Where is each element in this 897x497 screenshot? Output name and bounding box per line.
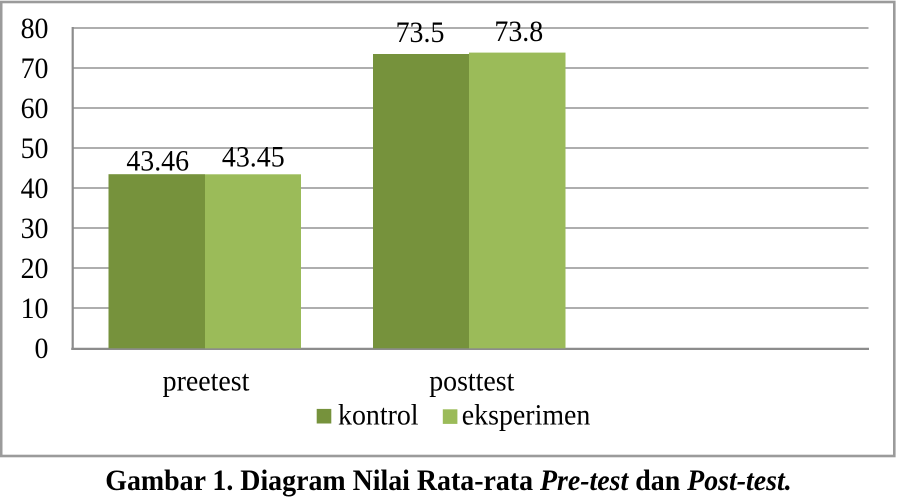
svg-text:Gambar 1. Diagram Nilai Rata-r: Gambar 1. Diagram Nilai Rata-rata Pre-te… (105, 464, 791, 497)
svg-text:kontrol: kontrol (338, 399, 419, 432)
svg-text:80: 80 (21, 12, 49, 45)
svg-text:posttest: posttest (429, 365, 514, 398)
svg-text:70: 70 (21, 52, 49, 85)
svg-text:43.46: 43.46 (126, 145, 189, 178)
svg-text:eksperimen: eksperimen (462, 399, 591, 432)
svg-text:40: 40 (21, 172, 49, 205)
svg-text:30: 30 (21, 212, 49, 245)
svg-text:73.5: 73.5 (396, 16, 445, 49)
svg-text:60: 60 (21, 92, 49, 125)
svg-text:73.8: 73.8 (494, 15, 543, 48)
svg-text:10: 10 (21, 292, 49, 325)
svg-text:50: 50 (21, 132, 49, 165)
svg-text:0: 0 (35, 332, 49, 365)
svg-text:20: 20 (21, 252, 49, 285)
svg-text:preetest: preetest (163, 365, 250, 398)
svg-text:43.45: 43.45 (222, 141, 285, 174)
